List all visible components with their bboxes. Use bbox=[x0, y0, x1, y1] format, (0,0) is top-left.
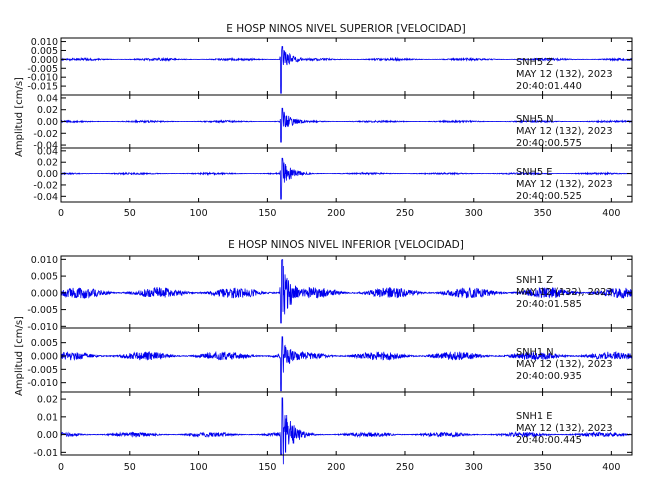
y-tick-label: 0.02 bbox=[37, 158, 58, 169]
figure-title-inferior: E HOSP NINOS NIVEL INFERIOR [VELOCIDAD] bbox=[228, 239, 464, 251]
panel-frame bbox=[60, 391, 633, 456]
y-tick-label: 0.005 bbox=[31, 272, 58, 283]
y-tick-label: -0.02 bbox=[33, 180, 58, 191]
y-tick-label: 0.00 bbox=[37, 117, 58, 128]
x-tick-label: 50 bbox=[124, 208, 136, 219]
y-tick-label: 0.00 bbox=[37, 430, 58, 441]
figure-superior: E HOSP NINOS NIVEL SUPERIOR [VELOCIDAD] … bbox=[14, 23, 633, 219]
start-time-label: 20:40:01.440 bbox=[516, 81, 582, 92]
y-tick-label: 0.04 bbox=[37, 146, 58, 157]
y-tick-label: 0.02 bbox=[37, 395, 58, 406]
y-tick-label: -0.005 bbox=[27, 365, 58, 376]
x-tick-label: 350 bbox=[533, 208, 551, 219]
x-tick-label: 250 bbox=[396, 462, 414, 473]
y-tick-label: -0.010 bbox=[27, 73, 58, 84]
station-component-label: SNH1 Z bbox=[516, 275, 553, 286]
x-tick-label: 50 bbox=[124, 462, 136, 473]
figure-title-superior: E HOSP NINOS NIVEL SUPERIOR [VELOCIDAD] bbox=[226, 23, 465, 35]
station-component-label: SNH1 E bbox=[516, 411, 552, 422]
station-component-label: SNH5 N bbox=[516, 114, 554, 125]
start-time-label: 20:40:00.935 bbox=[516, 371, 582, 382]
x-tick-label: 300 bbox=[465, 462, 483, 473]
x-tick-label: 300 bbox=[465, 208, 483, 219]
y-tick-label: 0.010 bbox=[31, 37, 58, 48]
date-label: MAY 12 (132), 2023 bbox=[516, 287, 613, 298]
y-tick-label: -0.01 bbox=[33, 448, 58, 459]
station-component-label: SNH1 N bbox=[516, 347, 554, 358]
date-label: MAY 12 (132), 2023 bbox=[516, 126, 613, 137]
x-axis-superior: 0 50 100 150 200 250 300 350 400 bbox=[58, 208, 620, 219]
start-time-label: 20:40:00.575 bbox=[516, 138, 582, 149]
y-tick-label: 0.02 bbox=[37, 105, 58, 116]
date-label: MAY 12 (132), 2023 bbox=[516, 359, 613, 370]
start-time-label: 20:40:00.525 bbox=[516, 191, 582, 202]
y-tick-label: 0.00 bbox=[37, 169, 58, 180]
waveform-trace bbox=[60, 157, 632, 200]
x-tick-label: 150 bbox=[258, 208, 276, 219]
x-tick-label: 150 bbox=[258, 462, 276, 473]
x-tick-label: 400 bbox=[602, 462, 620, 473]
x-tick-label: 200 bbox=[327, 208, 345, 219]
station-component-label: SNH5 Z bbox=[516, 57, 553, 68]
x-tick-label: 0 bbox=[58, 462, 64, 473]
panel-frame bbox=[60, 147, 633, 203]
date-label: MAY 12 (132), 2023 bbox=[516, 423, 613, 434]
y-tick-label: -0.005 bbox=[27, 305, 58, 316]
y-axis-label-inferior: Amplitud [cm/s] bbox=[14, 316, 25, 396]
y-tick-label: -0.04 bbox=[33, 192, 58, 203]
start-time-label: 20:40:01.585 bbox=[516, 299, 582, 310]
waveform-trace bbox=[60, 107, 633, 143]
x-axis-inferior: 0 50 100 150 200 250 300 350 400 bbox=[58, 462, 620, 473]
x-tick-label: 250 bbox=[396, 208, 414, 219]
waveform-trace bbox=[60, 397, 633, 465]
y-tick-label: -0.010 bbox=[27, 322, 58, 333]
y-tick-label: -0.015 bbox=[27, 82, 58, 93]
y-tick-label: 0.005 bbox=[31, 46, 58, 57]
x-tick-label: 0 bbox=[58, 208, 64, 219]
y-tick-label: -0.005 bbox=[27, 64, 58, 75]
x-tick-label: 350 bbox=[533, 462, 551, 473]
waveform-trace bbox=[60, 46, 633, 94]
waveform-trace bbox=[60, 336, 633, 392]
y-tick-label: -0.04 bbox=[33, 141, 58, 152]
date-label: MAY 12 (132), 2023 bbox=[516, 69, 613, 80]
start-time-label: 20:40:00.445 bbox=[516, 435, 582, 446]
y-tick-label: 0.01 bbox=[37, 412, 58, 423]
y-tick-label: 0.000 bbox=[31, 352, 58, 363]
x-tick-label: 100 bbox=[190, 462, 208, 473]
y-tick-label: 0.04 bbox=[37, 93, 58, 104]
x-tick-label: 100 bbox=[190, 208, 208, 219]
y-tick-label: 0.000 bbox=[31, 55, 58, 66]
y-axis-label-superior: Amplitud [cm/s] bbox=[14, 77, 25, 157]
date-label: MAY 12 (132), 2023 bbox=[516, 179, 613, 190]
figure-inferior: E HOSP NINOS NIVEL INFERIOR [VELOCIDAD] … bbox=[14, 239, 633, 473]
x-tick-label: 400 bbox=[602, 208, 620, 219]
waveform-trace bbox=[60, 259, 633, 324]
y-tick-label: -0.02 bbox=[33, 129, 58, 140]
y-tick-label: 0.010 bbox=[31, 255, 58, 266]
y-tick-label: 0.000 bbox=[31, 288, 58, 299]
station-component-label: SNH5 E bbox=[516, 167, 552, 178]
y-tick-label: -0.010 bbox=[27, 378, 58, 389]
x-tick-label: 200 bbox=[327, 462, 345, 473]
y-tick-label: 0.005 bbox=[31, 338, 58, 349]
